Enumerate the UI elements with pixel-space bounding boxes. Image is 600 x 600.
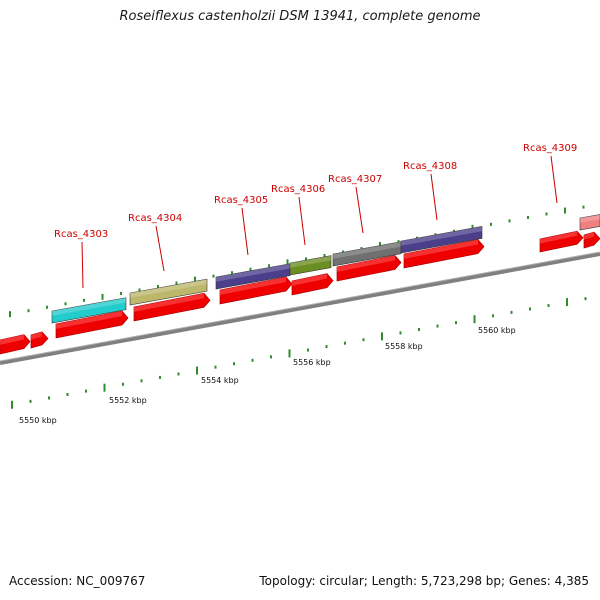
gene-feature-rcas-4307 — [332, 241, 402, 267]
gene-label-rcas-4305: Rcas_4305 — [214, 195, 268, 206]
map-title: Roseiflexus castenholzii DSM 13941, comp… — [119, 9, 481, 24]
label-leader-line — [430, 173, 438, 221]
label-leader-line — [81, 241, 84, 289]
cds-arrow-shine — [0, 334, 24, 345]
cds-arrow-shine — [31, 331, 42, 340]
cds-arrow-shine — [292, 273, 327, 286]
cds-arrow-shine — [337, 255, 395, 272]
gene-feature-shine — [130, 279, 207, 298]
gene-feature-rcas-4303 — [51, 297, 127, 324]
kbp-label: 5556 kbp — [293, 358, 331, 367]
kbp-label: 5550 kbp — [19, 416, 57, 425]
gene-label-rcas-4303: Rcas_4303 — [54, 229, 108, 240]
gene-feature-shine — [333, 241, 401, 259]
label-leader-line — [355, 186, 364, 234]
cds-arrow-shine — [220, 277, 286, 295]
gene-label-rcas-4308: Rcas_4308 — [403, 161, 457, 172]
gene-feature-shine — [401, 226, 482, 246]
gene-feature-rcas-4305 — [215, 263, 291, 290]
gene-feature-rcas-4306 — [289, 255, 332, 276]
cds-arrow-shine — [404, 239, 478, 259]
cds-arrow-shine — [56, 311, 122, 329]
gene-label-rcas-4304: Rcas_4304 — [128, 213, 182, 224]
cds-arrow-shine — [584, 232, 594, 240]
genome-backbone — [0, 252, 600, 365]
kbp-label: 5560 kbp — [478, 326, 516, 335]
cds-arrow-shine — [540, 231, 577, 244]
gene-feature-shine — [216, 263, 290, 282]
genome-backbone-highlight — [0, 251, 600, 362]
accession-label: Accession: NC_009767 — [9, 574, 146, 588]
gene-feature-rcas-4309 — [579, 214, 600, 231]
gene-label-rcas-4306: Rcas_4306 — [271, 184, 325, 195]
gene-feature-shine — [290, 255, 331, 268]
topology-summary: Topology: circular; Length: 5,723,298 bp… — [259, 574, 589, 588]
kbp-label: 5552 kbp — [109, 396, 147, 405]
gene-feature-shine — [580, 214, 600, 223]
label-leader-line — [155, 225, 165, 272]
label-leader-line — [241, 207, 249, 256]
kbp-label: 5554 kbp — [201, 376, 239, 385]
label-leader-line — [550, 155, 558, 204]
gene-label-rcas-4309: Rcas_4309 — [523, 143, 577, 154]
kbp-label: 5558 kbp — [385, 342, 423, 351]
gene-label-rcas-4307: Rcas_4307 — [328, 174, 382, 185]
gene-feature-shine — [52, 297, 126, 316]
gene-feature-rcas-4304 — [129, 278, 208, 306]
gene-feature-rcas-4308 — [400, 226, 483, 254]
label-leader-line — [298, 196, 306, 246]
cds-arrow-shine — [134, 293, 204, 312]
